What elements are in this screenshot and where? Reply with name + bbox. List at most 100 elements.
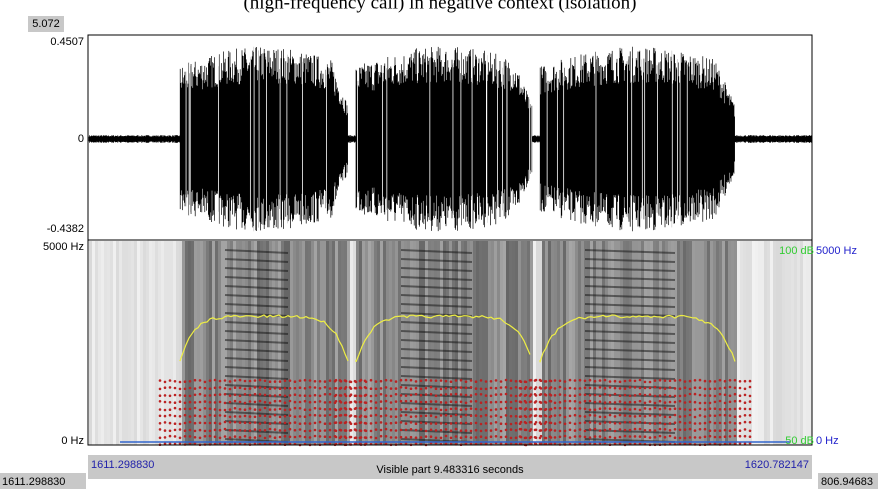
formant-dot (169, 414, 172, 417)
formant-dot (684, 422, 687, 425)
formant-dot (204, 400, 207, 403)
formant-dot (604, 387, 607, 390)
formant-dot (435, 422, 438, 425)
formant-dot (475, 422, 478, 425)
spec-column (683, 241, 686, 445)
formant-dot (345, 437, 348, 440)
formant-dot (184, 388, 187, 391)
formant-dot (485, 394, 488, 397)
formant-dot (174, 387, 177, 390)
formant-dot (724, 402, 727, 405)
formant-dot (714, 422, 717, 425)
formant-dot (539, 437, 542, 440)
formant-dot (709, 429, 712, 432)
formant-dot (455, 393, 458, 396)
formant-dot (549, 408, 552, 411)
formant-dot (259, 409, 262, 412)
formant-dot (269, 380, 272, 383)
formant-dot (304, 408, 307, 411)
formant-dot (519, 394, 522, 397)
formant-dot (465, 387, 468, 390)
formant-dot (490, 380, 493, 383)
formant-dot (549, 422, 552, 425)
formant-dot (294, 387, 297, 390)
formant-dot (734, 428, 737, 431)
formant-dot (380, 400, 383, 403)
formant-dot (194, 401, 197, 404)
formant-dot (360, 379, 363, 382)
spec-column (215, 241, 218, 445)
spec-column (95, 241, 98, 445)
formant-dot (679, 379, 682, 382)
formant-dot (329, 408, 332, 411)
formant-dot (249, 422, 252, 425)
formant-dot (569, 400, 572, 403)
formant-dot (475, 400, 478, 403)
formant-dot (159, 400, 162, 403)
spec-column (581, 241, 584, 445)
formant-dot (569, 387, 572, 390)
spec-column (686, 241, 689, 445)
formant-dot (490, 395, 493, 398)
formant-dot (380, 387, 383, 390)
formant-dot (375, 388, 378, 391)
formant-dot (510, 394, 513, 397)
formant-dot (259, 393, 262, 396)
formant-dot (589, 421, 592, 424)
formant-dot (440, 409, 443, 412)
formant-dot (164, 421, 167, 424)
formant-dot (395, 436, 398, 439)
formant-dot (594, 387, 597, 390)
formant-dot (629, 435, 632, 438)
formant-dot (455, 435, 458, 438)
formant-dot (554, 422, 557, 425)
spec-column (755, 241, 758, 445)
formant-dot (594, 421, 597, 424)
formant-dot (420, 428, 423, 431)
spec-column (356, 241, 359, 445)
formant-dot (355, 429, 358, 432)
formant-dot (324, 429, 327, 432)
formant-dot (639, 435, 642, 438)
formant-dot (169, 408, 172, 411)
formant-dot (174, 429, 177, 432)
formant-dot (490, 387, 493, 390)
formant-dot (244, 388, 247, 391)
formant-dot (430, 422, 433, 425)
formant-dot (269, 402, 272, 405)
formant-dot (329, 429, 332, 432)
formant-dot (744, 421, 747, 424)
formant-dot (189, 435, 192, 438)
formant-dot (279, 387, 282, 390)
formant-dot (749, 408, 752, 411)
spec-column (239, 241, 242, 445)
formant-dot (470, 379, 473, 382)
formant-dot (619, 400, 622, 403)
total-end: 806.94683 (821, 476, 873, 488)
formant-dot (189, 429, 192, 432)
formant-dot (515, 380, 518, 383)
formant-dot (380, 429, 383, 432)
formant-dot (430, 414, 433, 417)
formant-dot (294, 415, 297, 418)
formant-dot (594, 428, 597, 431)
formant-dot (355, 407, 358, 410)
formant-dot (475, 429, 478, 432)
formant-dot (544, 437, 547, 440)
spec-column (497, 241, 500, 445)
formant-dot (505, 407, 508, 410)
formant-dot (189, 380, 192, 383)
formant-dot (704, 422, 707, 425)
formant-dot (465, 380, 468, 383)
formant-dot (684, 380, 687, 383)
formant-dot (475, 408, 478, 411)
formant-dot (229, 416, 232, 419)
formant-dot (505, 401, 508, 404)
formant-dot (659, 408, 662, 411)
formant-dot (654, 379, 657, 382)
formant-dot (284, 429, 287, 432)
formant-dot (689, 401, 692, 404)
formant-dot (224, 402, 227, 405)
formant-dot (390, 422, 393, 425)
formant-dot (309, 401, 312, 404)
